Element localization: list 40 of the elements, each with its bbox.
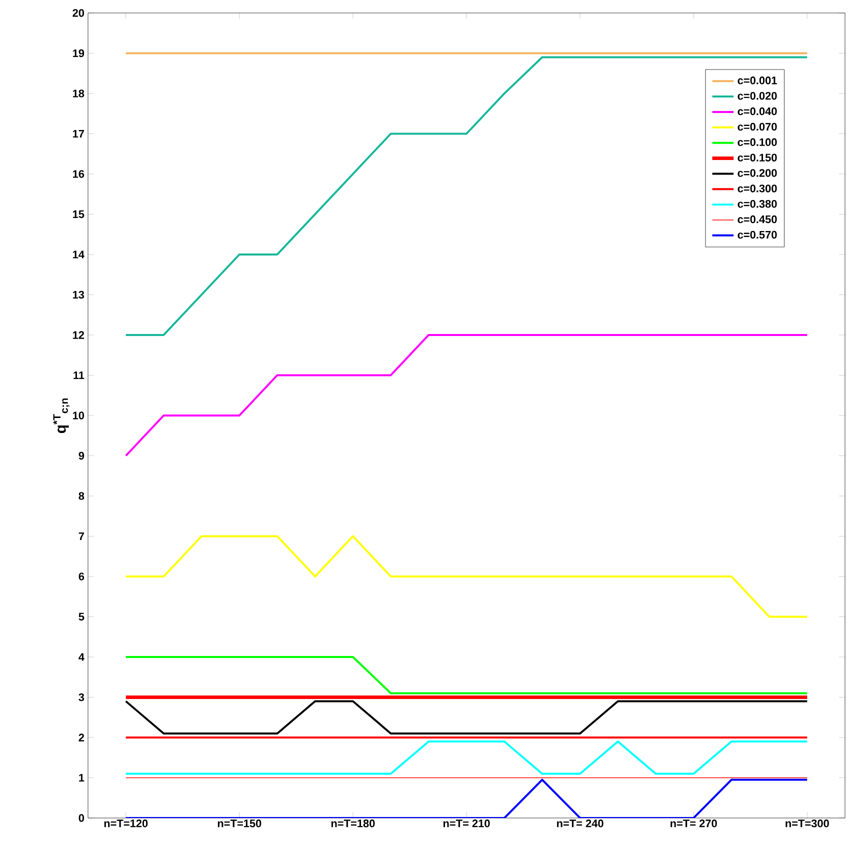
y-tick-label: 12	[72, 331, 84, 339]
y-tick-label: 2	[78, 734, 84, 742]
legend-label: c=0.001	[738, 76, 777, 84]
legend-label: c=0.020	[738, 92, 777, 100]
legend-label: c=0.450	[738, 215, 777, 224]
legend-label: c=0.570	[738, 230, 777, 239]
y-tick-label: 7	[78, 532, 84, 540]
y-tick-label: 3	[78, 693, 84, 702]
x-tick-label: n=T=150	[218, 820, 262, 828]
legend-label: c=0.100	[738, 138, 777, 146]
x-tick-label: n=T=120	[104, 820, 148, 828]
y-tick-label: 13	[72, 290, 84, 299]
y-tick-label: 6	[78, 572, 84, 580]
y-tick-label: 10	[72, 412, 84, 420]
legend-label: c=0.040	[738, 107, 777, 116]
y-tick-label: 8	[78, 492, 84, 500]
legend-label: c=0.150	[738, 154, 777, 162]
y-tick-label: 20	[72, 9, 84, 17]
y-tick-label: 1	[79, 774, 84, 782]
y-tick-label: 9	[78, 452, 84, 460]
x-tick-label: n=T= 240	[557, 820, 604, 828]
y-axis-title: q$^{*T}$c;n	[53, 398, 70, 434]
legend-label: c=0.300	[738, 184, 777, 192]
y-tick-label: 18	[72, 90, 84, 98]
x-tick-label: n=T=300	[786, 820, 829, 828]
legend-label: c=0.380	[738, 200, 777, 208]
x-tick-label: n=T= 210	[443, 820, 490, 828]
legend-label: c=0.200	[738, 169, 777, 177]
legend-label: c=0.070	[738, 122, 777, 131]
y-tick-label: 0	[78, 814, 84, 822]
y-tick-label: 19	[72, 49, 84, 58]
y-tick-label: 11	[74, 371, 84, 380]
y-tick-label: 17	[72, 130, 84, 138]
y-tick-label: 15	[72, 210, 84, 218]
y-tick-label: 5	[78, 612, 84, 621]
y-tick-label: 4	[78, 653, 84, 661]
y-tick-label: 16	[72, 170, 84, 178]
y-tick-label: 14	[72, 250, 84, 258]
x-tick-label: n=T= 270	[670, 820, 717, 828]
x-tick-label: n=T=180	[331, 820, 375, 828]
